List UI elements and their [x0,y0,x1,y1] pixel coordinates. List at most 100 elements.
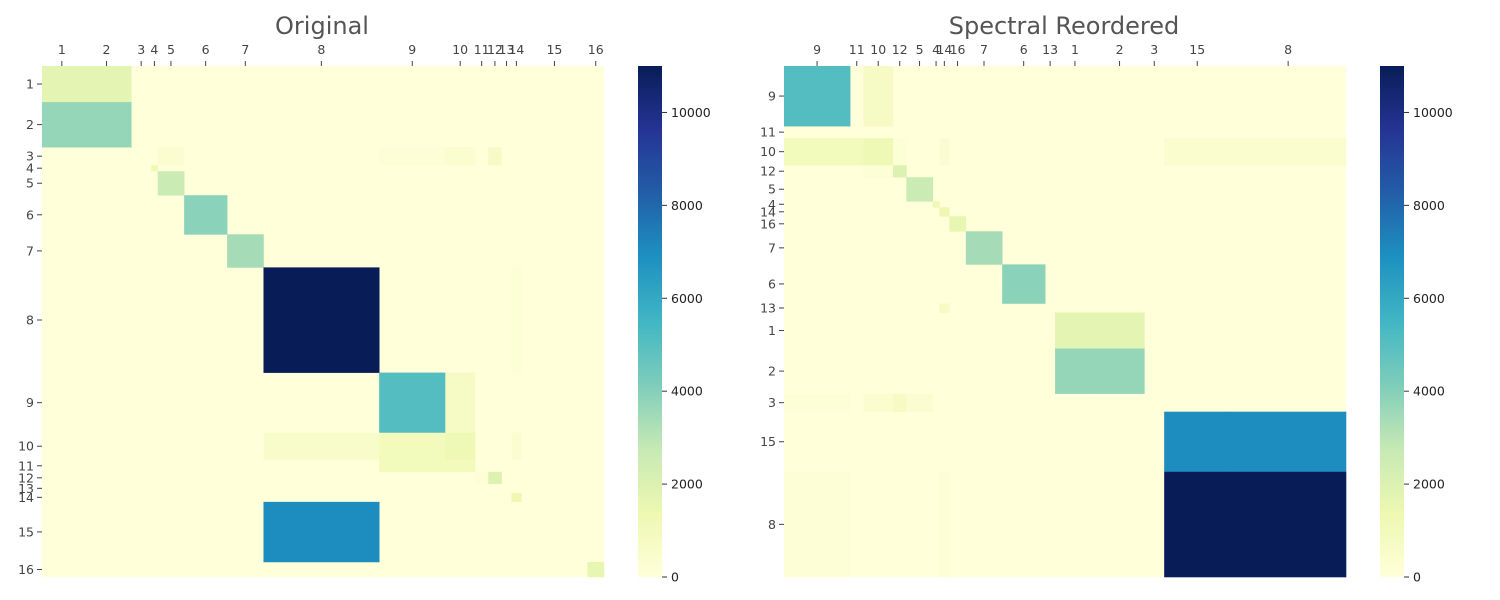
x-tick-label-12: 12 [487,42,503,57]
heatmap-cell-10-14 [511,432,522,461]
heatmap-cell-10-12 [893,138,907,166]
heatmap-cell-1-1 [42,66,82,103]
heatmap-cell-13-14 [939,303,950,313]
x-tick-label-12: 12 [892,42,908,57]
heatmap-cell-11-9 [379,459,446,473]
colorbar-tick-label-6000: 6000 [671,291,703,306]
heatmap-cell-16-16 [587,561,605,578]
panel-title-original: Original [275,12,369,40]
heatmap-cell-12-10 [863,165,894,178]
colorbar-tick-label-10000: 10000 [1413,105,1453,120]
y-tick-label-2: 2 [26,117,34,132]
heatmap-cell-3-5 [157,147,185,166]
heatmap-cell-2-2 [1094,348,1145,394]
colorbar-tick-label-0: 0 [1413,570,1421,585]
heatmap-cell-4-4 [932,201,940,208]
heatmap-cell-10-11 [850,138,864,166]
heatmap-cell-3-12 [893,393,907,412]
heatmap-cell-7-7 [227,234,264,268]
x-tick-label-4: 4 [150,42,158,57]
x-tick-label-14: 14 [508,42,524,57]
x-tick-label-15: 15 [1189,42,1205,57]
y-tick-label-3: 3 [768,395,776,410]
y-tick-label-9: 9 [768,89,776,104]
heatmap-cell-4-4 [151,165,158,172]
x-tick-label-9: 9 [408,42,416,57]
heatmap-cell-10-8 [263,432,380,461]
y-tick-label-5: 5 [26,176,34,191]
heatmap-panel-original: Original 1122334455667788991010111112121… [18,12,711,585]
heatmap-cell-9-10 [863,66,894,127]
colorbar-tick-label-2000: 2000 [1413,477,1445,492]
heatmap-cell-14-14 [511,492,522,503]
heatmap-cell-1-2 [1094,312,1145,349]
heatmap-cell-3-12 [488,147,502,166]
heatmap-cell-8-14 [939,471,950,578]
y-tick-label-5: 5 [768,182,776,197]
x-tick-label-3: 3 [1150,42,1158,57]
y-tick-label-11: 11 [760,125,776,140]
heatmap-cell-8-8 [263,267,380,373]
y-tick-label-3: 3 [26,149,34,164]
heatmap-cell-5-5 [157,171,185,196]
heatmap-cell-3-10 [445,147,476,166]
heatmap-cell-8-9 [784,471,851,578]
heatmap-cell-12-12 [488,471,502,485]
heatmap-cell-11-10 [445,459,476,473]
x-tick-label-10: 10 [452,42,468,57]
heatmap-cell-7-7 [965,231,1003,265]
y-tick-label-6: 6 [26,207,34,222]
heatmap-cell-15-8 [263,501,380,563]
x-tick-label-11: 11 [849,42,865,57]
colorbar-tick-label-0: 0 [671,570,679,585]
x-tick-label-8: 8 [1284,42,1292,57]
x-tick-label-14: 14 [936,42,952,57]
colorbar-tick-label-8000: 8000 [671,198,703,213]
heatmap-cell-5-5 [906,177,934,202]
heatmap-cell-10-8 [1230,138,1347,166]
y-tick-label-9: 9 [26,395,34,410]
x-tick-label-2: 2 [102,42,110,57]
x-tick-label-6: 6 [202,42,210,57]
x-tick-label-9: 9 [813,42,821,57]
panel-title-spectral-reordered: Spectral Reordered [949,12,1180,40]
heatmap-cell-8-14 [511,267,522,373]
colorbar-tick-label-4000: 4000 [1413,384,1445,399]
x-tick-label-10: 10 [870,42,886,57]
y-tick-label-10: 10 [760,144,776,159]
heatmap-cell-12-11 [475,471,489,485]
y-tick-label-4: 4 [26,161,34,176]
y-tick-label-10: 10 [18,439,34,454]
x-tick-label-2: 2 [1116,42,1124,57]
x-tick-label-5: 5 [167,42,175,57]
x-tick-label-16: 16 [950,42,966,57]
colorbar-tick-label-6000: 6000 [1413,291,1445,306]
x-tick-label-16: 16 [588,42,604,57]
colorbar [1380,66,1404,577]
heatmap-cell-8-8 [1230,471,1347,578]
y-tick-label-8: 8 [768,517,776,532]
heatmap-cell-10-15 [1164,138,1231,166]
heatmap-cell-10-10 [445,432,476,461]
y-tick-label-1: 1 [768,323,776,338]
heatmap-cell-16-16 [949,216,967,232]
x-tick-label-7: 7 [241,42,249,57]
x-tick-label-6: 6 [1020,42,1028,57]
x-tick-label-1: 1 [1071,42,1079,57]
heatmap-cell-3-9 [379,147,446,166]
heatmap-cell-10-9 [379,432,446,461]
y-tick-label-1: 1 [26,77,34,92]
heatmap-cell-6-6 [184,195,228,235]
x-tick-label-8: 8 [317,42,325,57]
heatmap-panel-spectral-reordered: Spectral Reordered 991111101012125544141… [760,12,1453,585]
heatmap-cell-9-9 [784,66,851,127]
x-tick-label-13: 13 [499,42,515,57]
heatmap-cell-9-10 [445,372,476,434]
heatmap-cell-10-14 [939,138,950,166]
x-tick-label-4: 4 [932,42,940,57]
y-tick-label-7: 7 [768,240,776,255]
x-tick-label-7: 7 [980,42,988,57]
heatmap-cell-10-10 [863,138,894,166]
y-tick-label-2: 2 [768,364,776,379]
heatmap-cell-6-6 [1002,264,1046,304]
